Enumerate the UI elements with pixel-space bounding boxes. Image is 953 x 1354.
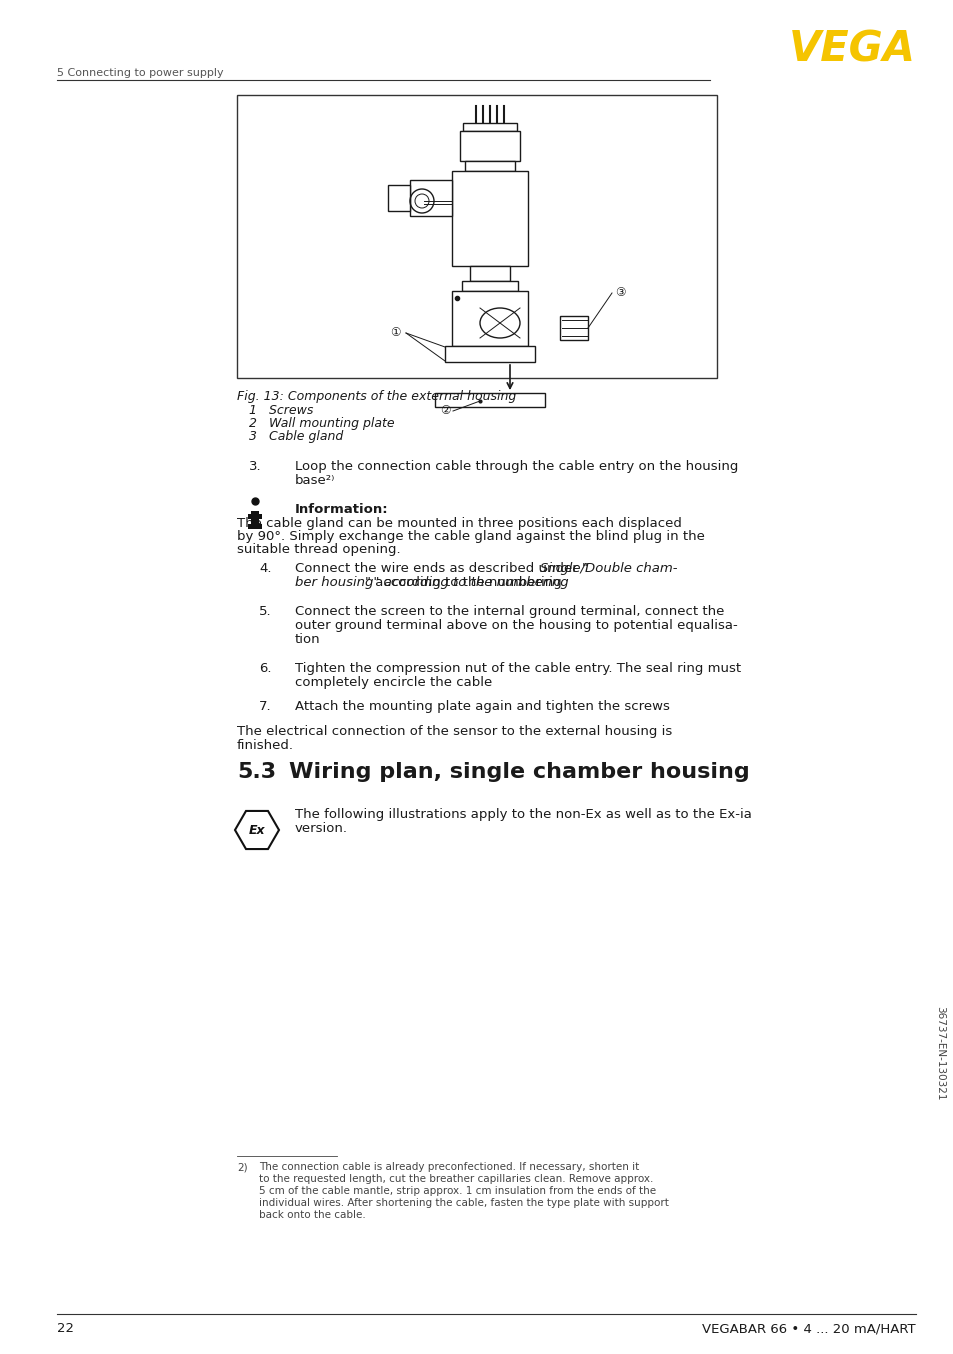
Text: ber housing" according to the numbering: ber housing" according to the numbering	[294, 575, 568, 589]
Text: 1   Screws: 1 Screws	[249, 403, 313, 417]
Text: outer ground terminal above on the housing to potential equalisa-: outer ground terminal above on the housi…	[294, 619, 737, 632]
Text: 22: 22	[57, 1322, 74, 1335]
Text: Attach the mounting plate again and tighten the screws: Attach the mounting plate again and tigh…	[294, 700, 669, 714]
Text: The cable gland can be mounted in three positions each displaced: The cable gland can be mounted in three …	[236, 517, 681, 529]
Text: ①: ①	[390, 326, 400, 340]
Bar	[470, 265, 510, 282]
Text: by 90°. Simply exchange the cable gland against the blind plug in the: by 90°. Simply exchange the cable gland …	[236, 529, 704, 543]
Text: 3   Cable gland: 3 Cable gland	[249, 431, 343, 443]
Bar	[251, 510, 258, 529]
Text: The electrical connection of the sensor to the external housing is: The electrical connection of the sensor …	[236, 724, 672, 738]
Bar	[452, 291, 527, 347]
Text: 5 Connecting to power supply: 5 Connecting to power supply	[57, 68, 223, 79]
Bar	[248, 524, 262, 529]
Text: " according to the numbering: " according to the numbering	[365, 575, 561, 589]
Text: The following illustrations apply to the non-Ex as well as to the Ex-ia: The following illustrations apply to the…	[294, 808, 751, 821]
Text: VEGABAR 66 • 4 ... 20 mA/HART: VEGABAR 66 • 4 ... 20 mA/HART	[701, 1322, 915, 1335]
Text: back onto the cable.: back onto the cable.	[258, 1210, 365, 1220]
Bar	[236, 95, 717, 378]
Text: 4.: 4.	[258, 562, 272, 575]
Text: to the requested length, cut the breather capillaries clean. Remove approx.: to the requested length, cut the breathe…	[258, 1174, 653, 1183]
Text: Loop the connection cable through the cable entry on the housing: Loop the connection cable through the ca…	[294, 460, 738, 473]
Text: completely encircle the cable: completely encircle the cable	[294, 676, 492, 689]
Text: 36737-EN-130321: 36737-EN-130321	[934, 1006, 944, 1099]
Text: ②: ②	[439, 405, 450, 417]
Text: 2): 2)	[236, 1162, 248, 1173]
Text: 6.: 6.	[258, 662, 272, 676]
Text: 2   Wall mounting plate: 2 Wall mounting plate	[249, 417, 395, 431]
Polygon shape	[234, 811, 278, 849]
Text: Connect the wire ends as described under ": Connect the wire ends as described under…	[294, 562, 587, 575]
Text: base²⁾: base²⁾	[294, 474, 335, 487]
Text: Tighten the compression nut of the cable entry. The seal ring must: Tighten the compression nut of the cable…	[294, 662, 740, 676]
Bar	[559, 315, 587, 340]
Text: Wiring plan, single chamber housing: Wiring plan, single chamber housing	[289, 762, 749, 783]
Ellipse shape	[479, 307, 519, 338]
Text: 5.3: 5.3	[236, 762, 275, 783]
Bar	[388, 185, 410, 211]
Text: ③: ③	[614, 287, 624, 299]
Bar	[461, 282, 517, 291]
Text: finished.: finished.	[236, 739, 294, 751]
Text: Information:: Information:	[294, 502, 388, 516]
Bar	[410, 180, 452, 217]
Bar	[248, 515, 262, 519]
Text: individual wires. After shortening the cable, fasten the type plate with support: individual wires. After shortening the c…	[258, 1198, 668, 1208]
Text: Fig. 13: Components of the external housing: Fig. 13: Components of the external hous…	[236, 390, 516, 403]
Bar	[462, 123, 517, 131]
Text: 5.: 5.	[258, 605, 272, 617]
Text: Connect the screen to the internal ground terminal, connect the: Connect the screen to the internal groun…	[294, 605, 723, 617]
Text: version.: version.	[294, 822, 348, 835]
Text: Ex: Ex	[249, 823, 265, 837]
Bar	[452, 171, 527, 265]
Bar	[435, 393, 544, 408]
Bar	[464, 161, 515, 171]
Text: 5 cm of the cable mantle, strip approx. 1 cm insulation from the ends of the: 5 cm of the cable mantle, strip approx. …	[258, 1186, 656, 1196]
Text: suitable thread opening.: suitable thread opening.	[236, 543, 400, 556]
Bar	[444, 347, 535, 362]
Text: 3.: 3.	[249, 460, 261, 473]
Text: VEGA: VEGA	[788, 28, 915, 70]
Text: The connection cable is already preconfectioned. If necessary, shorten it: The connection cable is already preconfe…	[258, 1162, 639, 1173]
Text: tion: tion	[294, 634, 320, 646]
Bar	[459, 131, 519, 161]
Text: Single/Double cham-: Single/Double cham-	[539, 562, 677, 575]
Text: 7.: 7.	[258, 700, 272, 714]
